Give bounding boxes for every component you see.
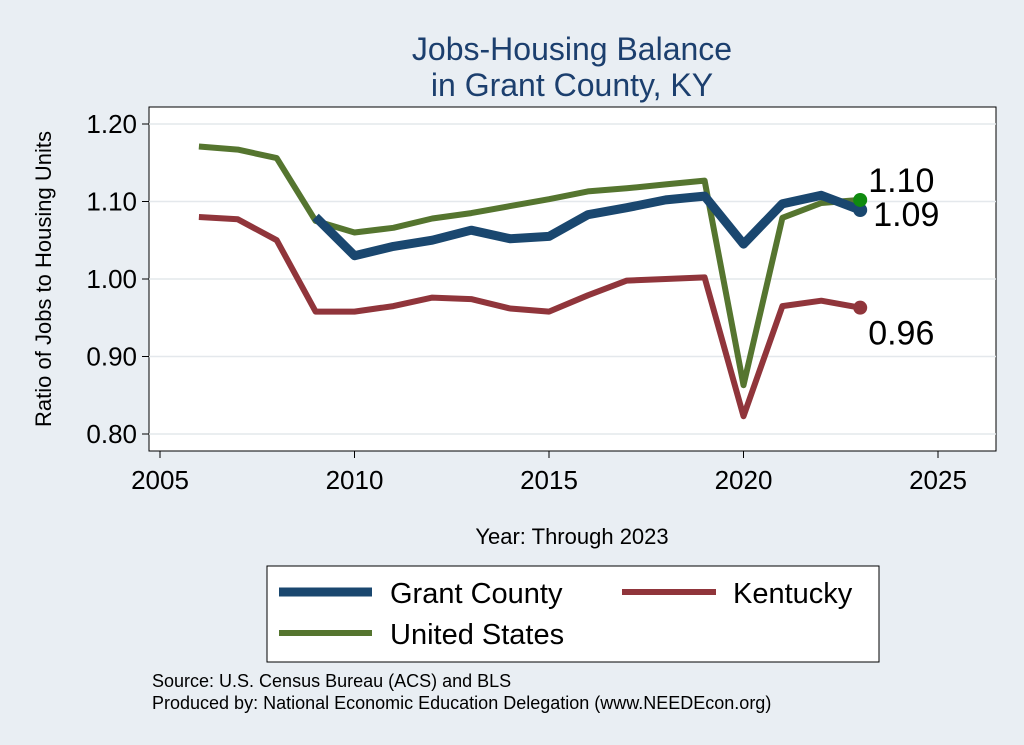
x-tick-label: 2025 (909, 465, 967, 495)
end-labels: 0.96 1.091.10 (853, 162, 939, 353)
producer-note: Produced by: National Economic Education… (152, 693, 771, 713)
y-tick-label: 1.20 (86, 109, 137, 139)
chart-title-line-1: Jobs-Housing Balance (412, 31, 732, 67)
legend-label-kentucky: Kentucky (733, 578, 853, 610)
series-line-kentucky (198, 214, 861, 420)
x-tick-label: 2005 (131, 465, 189, 495)
x-tick-label: 2010 (326, 465, 384, 495)
y-axis-title: Ratio of Jobs to Housing Units (31, 131, 56, 427)
end-label-united-states: 1.10 (868, 162, 934, 200)
series-line-grant-county (312, 190, 862, 261)
end-label-grant-county: 1.09 (873, 196, 939, 234)
end-marker-kentucky (853, 300, 868, 315)
series-line-united-states (198, 143, 861, 389)
x-axis-title: Year: Through 2023 (475, 524, 668, 549)
y-tick-label: 0.90 (86, 342, 137, 372)
y-tick-label: 1.10 (86, 187, 137, 217)
chart-title-line-2: in Grant County, KY (431, 67, 713, 103)
legend: Grant County Kentucky United States (266, 565, 880, 663)
end-marker-grant-county (853, 203, 868, 218)
y-tick-label: 0.80 (86, 419, 137, 449)
legend-label-grant-county: Grant County (390, 578, 563, 610)
legend-label-united-states: United States (390, 619, 564, 651)
series-lines (198, 143, 862, 420)
axes: 0.80 0.90 1.00 1.10 1.20 2005 2010 2015 2020 2025 (86, 109, 967, 495)
legend-box (266, 565, 880, 663)
x-tick-label: 2015 (520, 465, 578, 495)
source-note: Source: U.S. Census Bureau (ACS) and BLS (152, 671, 511, 691)
end-marker-united-states (853, 192, 868, 207)
end-label-kentucky: 0.96 (868, 315, 934, 353)
grid-lines (149, 123, 996, 435)
x-tick-label: 2020 (715, 465, 773, 495)
y-tick-label: 1.00 (86, 264, 137, 294)
